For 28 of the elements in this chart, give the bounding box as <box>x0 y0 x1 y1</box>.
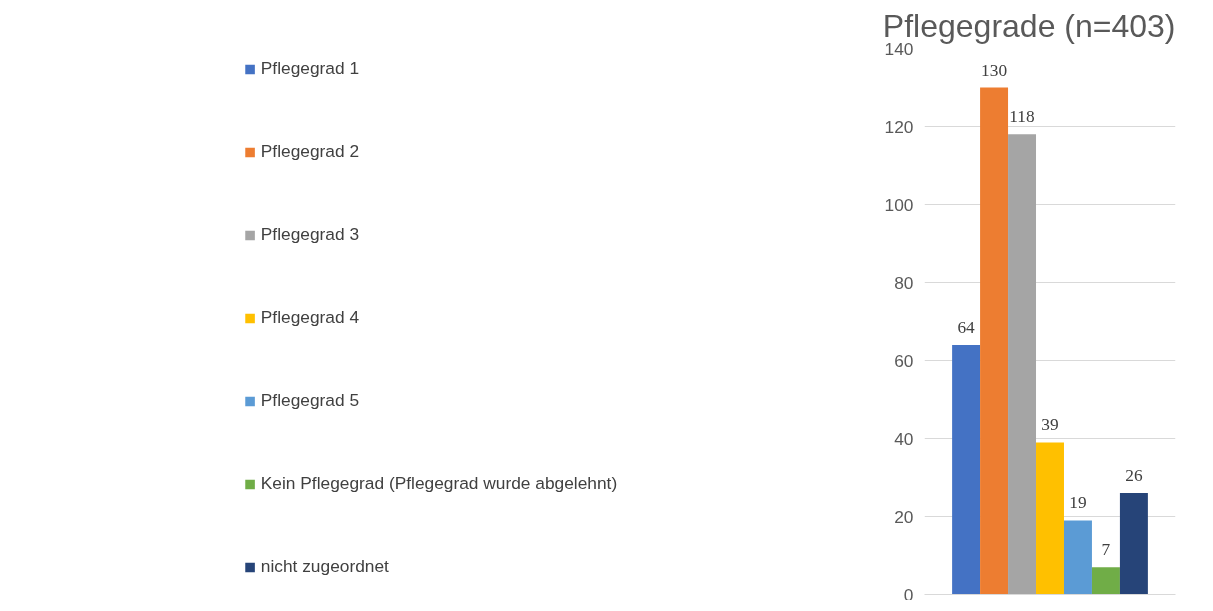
y-tick-label: 40 <box>894 428 914 449</box>
bar <box>1036 442 1064 595</box>
data-label: 118 <box>1009 107 1035 127</box>
data-label: 130 <box>981 60 1008 80</box>
bar <box>980 87 1009 595</box>
data-label: 64 <box>957 317 976 337</box>
data-label: 39 <box>1041 415 1059 435</box>
y-tick-label: 0 <box>903 584 914 605</box>
y-tick-label: 100 <box>884 194 914 215</box>
legend-label: Pflegegrad 3 <box>260 224 360 245</box>
legend-label: Kein Pflegegrad (Pflegegrad wurde abgelehnt) <box>260 473 618 494</box>
y-tick-label: 60 <box>894 350 914 371</box>
bar <box>1008 134 1037 595</box>
bar <box>952 344 981 595</box>
legend-label: Pflegegrad 1 <box>260 58 360 79</box>
bar <box>1119 493 1148 595</box>
data-label: 19 <box>1069 493 1087 513</box>
bar <box>1063 520 1092 595</box>
data-label: 26 <box>1125 466 1143 486</box>
legend-label: Pflegegrad 2 <box>260 141 360 162</box>
bar <box>1091 567 1120 595</box>
y-tick-label: 80 <box>894 272 914 293</box>
legend-label: nicht zugeordnet <box>260 556 389 577</box>
legend-label: Pflegegrad 4 <box>260 307 360 328</box>
y-tick-label: 20 <box>894 506 914 527</box>
legend-label: Pflegegrad 5 <box>260 390 360 411</box>
y-tick-label: 120 <box>884 116 914 137</box>
data-label: 7 <box>1101 540 1111 560</box>
